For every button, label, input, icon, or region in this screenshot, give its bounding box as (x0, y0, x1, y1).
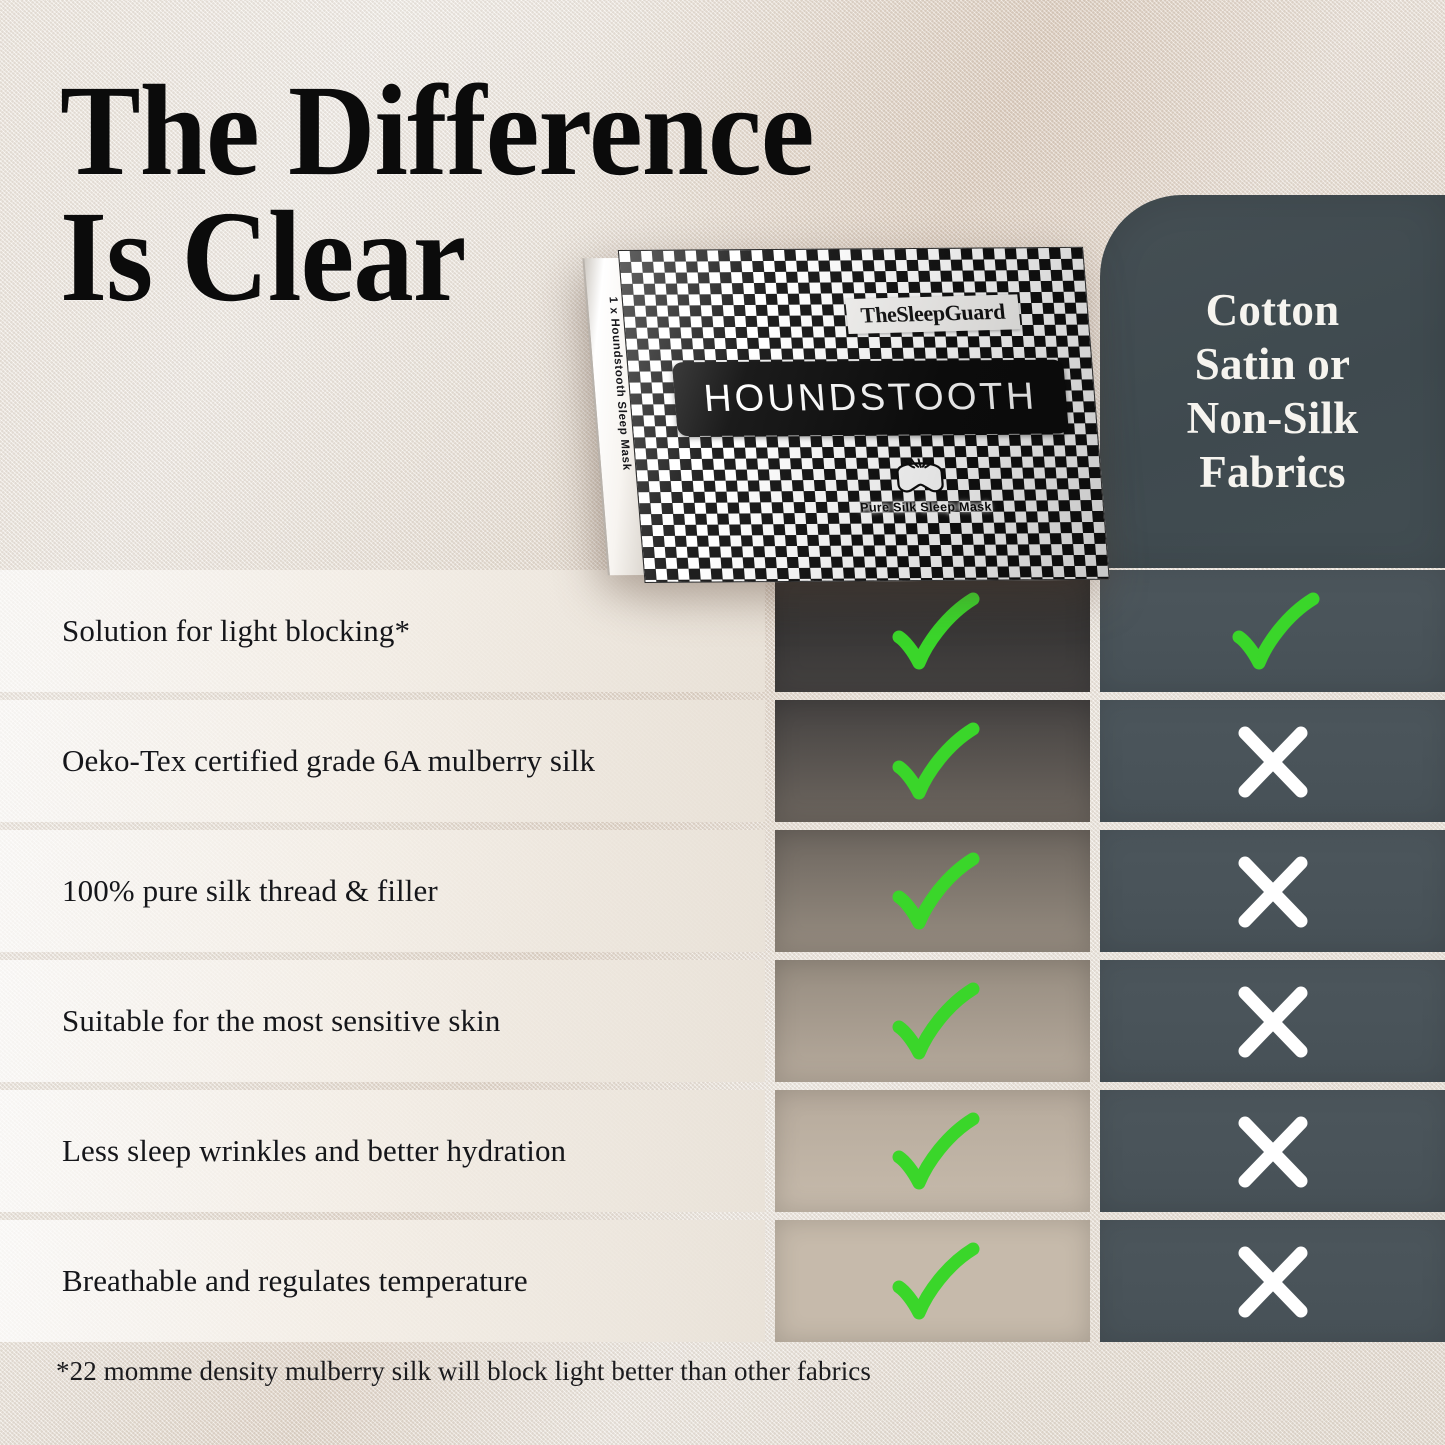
feature-cell: Solution for light blocking* (0, 570, 765, 692)
cross-mark-icon (1238, 1116, 1307, 1188)
competitor-header-line-2: Satin or (1194, 338, 1351, 389)
table-row: Less sleep wrinkles and better hydration (0, 1090, 1445, 1212)
sleep-mask-icon (896, 458, 944, 493)
check-mark-icon (892, 1112, 979, 1190)
product-caption: Pure Silk Sleep Mask (859, 499, 993, 515)
check-mark-icon (892, 1242, 979, 1320)
product-name-bar: HOUNDSTOOTH (671, 359, 1069, 437)
product-mask-mark: Pure Silk Sleep Mask (860, 458, 992, 522)
product-cell (775, 1220, 1090, 1342)
feature-cell: 100% pure silk thread & filler (0, 830, 765, 952)
feature-label: Breathable and regulates temperature (62, 1263, 528, 1298)
product-box-image: 1 x Houndstooth Sleep Mask TheSleepGuard… (582, 246, 1110, 588)
column-header-competitor: Cotton Satin or Non-Silk Fabrics (1100, 195, 1445, 568)
competitor-cell (1100, 700, 1445, 822)
product-box-front-face: TheSleepGuard HOUNDSTOOTH Pure Silk Slee… (617, 246, 1110, 583)
competitor-cell (1100, 960, 1445, 1082)
competitor-cell (1100, 1220, 1445, 1342)
competitor-header-line-1: Cotton (1205, 284, 1340, 335)
competitor-header-line-3: Non-Silk (1186, 392, 1359, 443)
page-title-line-2: Is Clear (60, 185, 466, 330)
feature-cell: Suitable for the most sensitive skin (0, 960, 765, 1082)
cross-mark-icon (1238, 726, 1307, 798)
competitor-cell (1100, 830, 1445, 952)
feature-cell: Breathable and regulates temperature (0, 1220, 765, 1342)
page-title: The Difference Is Clear (60, 66, 814, 330)
footnote: *22 momme density mulberry silk will blo… (56, 1356, 871, 1386)
product-cell (775, 830, 1090, 952)
feature-cell: Less sleep wrinkles and better hydration (0, 1090, 765, 1212)
product-cell (775, 960, 1090, 1082)
competitor-cell (1100, 1090, 1445, 1212)
feature-label: Oeko-Tex certified grade 6A mulberry sil… (62, 743, 596, 778)
check-mark-icon (892, 852, 979, 930)
table-row: Solution for light blocking* (0, 570, 1445, 692)
table-row: Breathable and regulates temperature (0, 1220, 1445, 1342)
cross-mark-icon (1238, 986, 1307, 1058)
cross-mark-icon (1238, 856, 1307, 928)
brand-name: TheSleepGuard (859, 298, 1007, 328)
brand-label: TheSleepGuard (845, 294, 1021, 335)
feature-label: Less sleep wrinkles and better hydration (62, 1133, 567, 1168)
product-cell (775, 570, 1090, 692)
competitor-cell (1100, 570, 1445, 692)
competitor-header-line-4: Fabrics (1199, 446, 1346, 497)
product-cell (775, 700, 1090, 822)
check-mark-icon (892, 982, 979, 1060)
feature-label: 100% pure silk thread & filler (62, 873, 438, 908)
product-cell (775, 1090, 1090, 1212)
table-row: 100% pure silk thread & filler (0, 830, 1445, 952)
check-mark-icon (892, 722, 979, 800)
table-row: Suitable for the most sensitive skin (0, 960, 1445, 1082)
feature-cell: Oeko-Tex certified grade 6A mulberry sil… (0, 700, 765, 822)
product-name: HOUNDSTOOTH (702, 375, 1039, 420)
feature-label: Solution for light blocking* (62, 613, 411, 648)
table-row: Oeko-Tex certified grade 6A mulberry sil… (0, 700, 1445, 822)
cross-mark-icon (1238, 1246, 1307, 1318)
feature-label: Suitable for the most sensitive skin (62, 1003, 501, 1038)
check-mark-icon (1232, 592, 1319, 670)
page-title-line-1: The Difference (60, 59, 814, 203)
check-mark-icon (892, 592, 979, 670)
